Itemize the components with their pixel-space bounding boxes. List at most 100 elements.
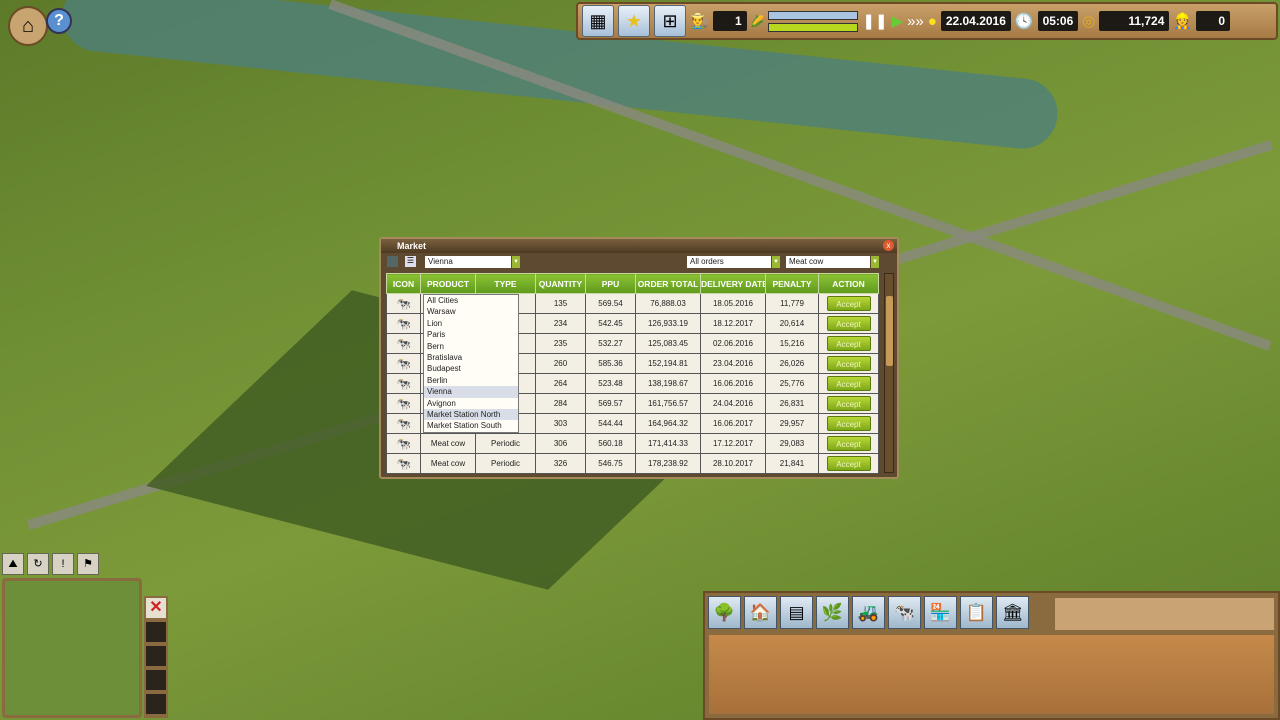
contract-icon[interactable]: 📋 [960, 596, 993, 629]
cell-ppu: 585.36 [585, 353, 636, 374]
cell-action: Accept [818, 453, 879, 474]
column-header[interactable]: ORDER TOTAL [635, 273, 701, 294]
dropdown-option[interactable]: All Cities [427, 296, 459, 305]
marker-icon[interactable]: ⚑ [77, 553, 99, 575]
worker-alert-icon[interactable]: 👷 [1173, 13, 1193, 30]
star-icon[interactable]: ★ [618, 5, 650, 37]
accept-button[interactable]: Accept [826, 376, 871, 391]
column-header[interactable]: DELIVERY DATE [700, 273, 766, 294]
accept-button[interactable]: Accept [826, 456, 871, 471]
market-window: Market x ☰ Vienna ▼ All orders ▼ Meat cow ▼… [379, 237, 899, 479]
cell-penalty: 26,831 [765, 393, 819, 414]
scrollbar[interactable] [884, 273, 894, 473]
cell-ppu: 523.48 [585, 373, 636, 394]
fields-icon[interactable]: 🌳 [708, 596, 741, 629]
bank-icon[interactable]: 🏛 [996, 596, 1029, 629]
cell-total: 161,756.57 [635, 393, 701, 414]
table-row: 🐄 260 585.36 152,194.81 23.04.2016 26,026 Acce… [386, 353, 879, 374]
close-icon[interactable]: ✕ [146, 598, 166, 618]
play-icon[interactable]: ▶ [891, 13, 904, 30]
hierarchy-icon[interactable]: ⊞ [654, 5, 686, 37]
cell-penalty: 11,779 [765, 293, 819, 314]
chevron-down-icon[interactable]: ▼ [512, 256, 520, 268]
help-button[interactable]: ? [46, 8, 72, 34]
cell-quantity: 135 [535, 293, 586, 314]
minimap[interactable] [2, 578, 142, 718]
cell-total: 164,964.32 [635, 413, 701, 434]
clock-icon: 🕓 [1014, 13, 1034, 30]
dropdown-option[interactable]: Bern [427, 341, 444, 351]
market-stall-icon[interactable]: 🏪 [924, 596, 957, 629]
column-header[interactable]: ACTION [818, 273, 879, 294]
column-header[interactable]: PPU [585, 273, 636, 294]
slot [146, 694, 166, 714]
cell-ppu: 542.45 [585, 313, 636, 334]
dropdown-option[interactable]: Berlin [427, 375, 448, 385]
fast-forward-icon[interactable]: »» [907, 12, 924, 30]
dropdown-option[interactable]: Avignon [427, 398, 456, 408]
cell-action: Accept [818, 393, 879, 414]
cell-action: Accept [818, 293, 879, 314]
cell-date: 24.04.2016 [700, 393, 766, 414]
chevron-down-icon[interactable]: ▼ [772, 256, 780, 268]
minimap-side-panel: ✕ [144, 596, 168, 718]
table-row: 🐄 Meat cow Periodic 326 546.75 178,238.92 28.1… [386, 453, 879, 474]
product-select[interactable]: Meat cow ▼ [786, 256, 879, 268]
cow-icon: 🐄 [386, 313, 421, 334]
cell-penalty: 26,026 [765, 353, 819, 374]
cell-total: 125,083.45 [635, 333, 701, 354]
meadow-icon[interactable]: 🌿 [816, 596, 849, 629]
cattle-icon[interactable]: 🐄 [888, 596, 921, 629]
pause-icon[interactable]: ❚❚ [862, 13, 888, 30]
map-icon[interactable]: ⛰ [2, 553, 24, 575]
check-icon[interactable] [387, 256, 398, 267]
dropdown-option[interactable]: Budapest [427, 364, 461, 374]
dropdown-option[interactable]: Market Station North [424, 408, 518, 421]
crop-animal-icon: 🌽 [750, 15, 765, 28]
column-header[interactable]: ICON [386, 273, 421, 294]
column-header[interactable]: PENALTY [765, 273, 819, 294]
city-select[interactable]: Vienna ▼ [425, 256, 520, 268]
accept-button[interactable]: Accept [826, 436, 871, 451]
dropdown-option[interactable]: Market Station South [427, 421, 502, 431]
accept-button[interactable]: Accept [826, 416, 871, 431]
order-select[interactable]: All orders ▼ [687, 256, 780, 268]
accept-button[interactable]: Accept [826, 336, 871, 351]
dropdown-option[interactable]: Paris [427, 330, 446, 340]
column-header[interactable]: TYPE [475, 273, 536, 294]
alert-icon[interactable]: ! [52, 553, 74, 575]
accept-button[interactable]: Accept [826, 316, 871, 331]
tractor-icon[interactable]: 🚜 [852, 596, 885, 629]
cell-type: Periodic [475, 433, 536, 454]
column-header[interactable]: PRODUCT [420, 273, 476, 294]
cell-ppu: 560.18 [585, 433, 636, 454]
cow-icon: 🐄 [386, 413, 421, 434]
dropdown-option[interactable]: Lion [427, 318, 443, 328]
dropdown-option[interactable]: Vienna [424, 386, 518, 398]
close-icon[interactable]: x [883, 240, 894, 251]
accept-button[interactable]: Accept [826, 396, 871, 411]
table-row: 🐄 135 569.54 76,888.03 18.05.2016 11,779 Accep… [386, 293, 879, 314]
cell-total: 171,414.33 [635, 433, 701, 454]
cycle-icon[interactable]: ↻ [27, 553, 49, 575]
cell-ppu: 532.27 [585, 333, 636, 354]
build-menu: 🌳 🏠 ▤ 🌿 🚜 🐄 🏪 📋 🏛 [703, 591, 1280, 720]
cell-ppu: 569.57 [585, 393, 636, 414]
cow-icon: 🐄 [386, 333, 421, 354]
orders-table: ICON PRODUCT TYPE QUANTITY PPU ORDER TOTAL DEL… [386, 273, 879, 474]
chevron-down-icon[interactable]: ▼ [871, 256, 879, 268]
cell-date: 18.05.2016 [700, 293, 766, 314]
cell-quantity: 264 [535, 373, 586, 394]
accept-button[interactable]: Accept [826, 296, 871, 311]
barn-icon[interactable]: 🏠 [744, 596, 777, 629]
dropdown-option[interactable]: Warsaw [427, 307, 456, 317]
storage-icon[interactable]: ▦ [582, 5, 614, 37]
column-header[interactable]: QUANTITY [535, 273, 586, 294]
time-display: 05:06 [1037, 11, 1079, 31]
scrollbar-thumb[interactable] [886, 296, 893, 366]
house-icon[interactable]: ⌂ [8, 6, 48, 46]
accept-button[interactable]: Accept [826, 356, 871, 371]
crop-field-icon[interactable]: ▤ [780, 596, 813, 629]
dropdown-option[interactable]: Bratislava [427, 352, 463, 362]
list-icon[interactable]: ☰ [405, 256, 416, 267]
